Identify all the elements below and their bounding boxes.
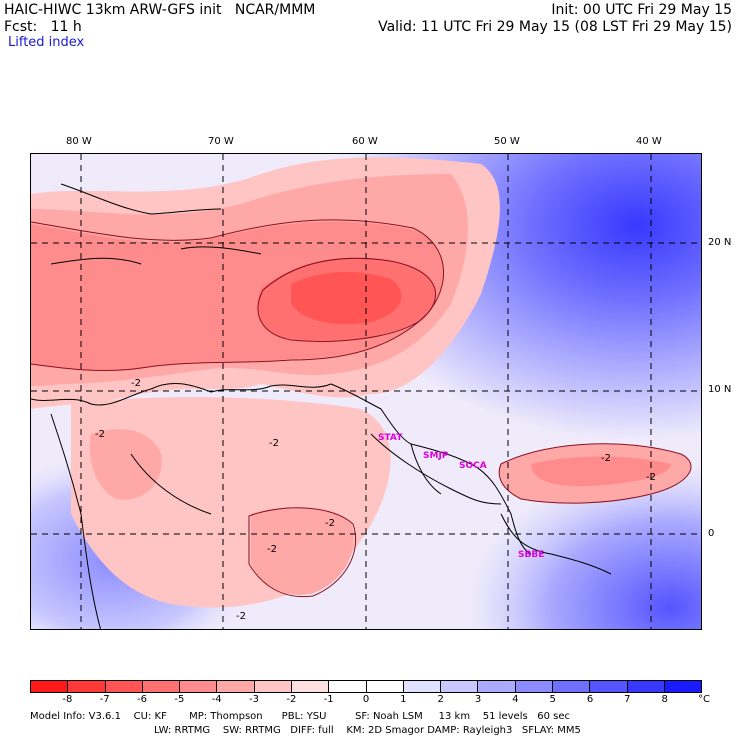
colorbar-swatch bbox=[477, 681, 515, 692]
station-soca: SOCA bbox=[459, 461, 487, 471]
contour-label: -2 bbox=[646, 472, 656, 483]
colorbar bbox=[30, 680, 702, 693]
colorbar-unit: °C bbox=[698, 694, 710, 705]
contour-label: -2 bbox=[601, 453, 611, 464]
lifted-index-map: -2 -2 -2 -2 -2 -2 -2 -2 bbox=[30, 153, 702, 630]
colorbar-swatch bbox=[290, 681, 329, 692]
colorbar-tick-label: 6 bbox=[586, 694, 594, 705]
colorbar-tick-label: -8 bbox=[62, 694, 73, 705]
colorbar-swatch bbox=[179, 681, 217, 692]
colorbar-tick-label: 7 bbox=[624, 694, 631, 705]
colorbar-tick-label: 5 bbox=[549, 694, 556, 705]
lon-label-50w: 50 W bbox=[494, 136, 520, 147]
colorbar-tick-label: 8 bbox=[661, 694, 668, 705]
colorbar-tick-label: -7 bbox=[99, 694, 110, 705]
station-sbbe: SBBE bbox=[518, 550, 545, 560]
colorbar-swatch bbox=[31, 681, 68, 692]
colorbar-tick-label: -4 bbox=[211, 694, 222, 705]
field-name: Lifted index bbox=[8, 35, 85, 50]
lat-label-0: 0 bbox=[708, 528, 715, 539]
colorbar-tick-label: -1 bbox=[323, 694, 334, 705]
init-time: Init: 00 UTC Fri 29 May 15 bbox=[551, 2, 732, 18]
forecast-hour: Fcst: 11 h bbox=[4, 19, 82, 35]
lat-label-10n: 10 N bbox=[708, 384, 732, 395]
colorbar-tick-label: 2 bbox=[437, 694, 444, 705]
contour-label: -2 bbox=[236, 611, 246, 622]
colorbar-swatch bbox=[514, 681, 552, 692]
colorbar-swatch bbox=[141, 681, 180, 692]
lon-label-70w: 70 W bbox=[208, 136, 234, 147]
colorbar-swatch bbox=[216, 681, 254, 692]
latlon-grid bbox=[31, 154, 701, 629]
lat-label-20n: 20 N bbox=[708, 237, 732, 248]
contour-label: -2 bbox=[267, 544, 277, 555]
colorbar-swatch bbox=[440, 681, 478, 692]
contour-label: -2 bbox=[95, 429, 105, 440]
valid-time: Valid: 11 UTC Fri 29 May 15 (08 LST Fri … bbox=[378, 19, 732, 35]
lon-label-80w: 80 W bbox=[66, 136, 92, 147]
lon-label-40w: 40 W bbox=[636, 136, 662, 147]
contours bbox=[31, 219, 692, 598]
colorbar-swatch bbox=[551, 681, 590, 692]
colorbar-tick-label: 4 bbox=[512, 694, 519, 705]
station-smjp: SMJP bbox=[423, 451, 449, 461]
contour-label: -2 bbox=[131, 378, 141, 389]
colorbar-swatch bbox=[67, 681, 105, 692]
colorbar-swatch bbox=[626, 681, 664, 692]
colorbar-swatch bbox=[253, 681, 291, 692]
colorbar-tick-label: 3 bbox=[474, 694, 482, 705]
contour-label: -2 bbox=[325, 518, 335, 529]
colorbar-tick-label: 1 bbox=[400, 694, 407, 705]
colorbar-swatch bbox=[104, 681, 142, 692]
station-stat: STAT bbox=[378, 433, 403, 443]
colorbar-tick-label: -2 bbox=[286, 694, 297, 705]
colorbar-swatch bbox=[589, 681, 627, 692]
map-field-svg: -2 -2 -2 -2 -2 -2 -2 -2 bbox=[31, 154, 701, 629]
colorbar-swatch bbox=[663, 681, 702, 692]
model-info-line2: LW: RRTMG SW: RRTMG DIFF: full KM: 2D Sm… bbox=[154, 725, 581, 736]
title-left: HAIC-HIWC 13km ARW-GFS init NCAR/MMM bbox=[4, 2, 316, 18]
lon-label-60w: 60 W bbox=[352, 136, 378, 147]
colorbar-tick-label: -3 bbox=[249, 694, 259, 705]
colorbar-tick-label: -5 bbox=[174, 694, 185, 705]
model-info-line1: Model Info: V3.6.1 CU: KF MP: Thompson P… bbox=[30, 711, 570, 722]
colorbar-swatch bbox=[402, 681, 441, 692]
colorbar-tick-label: -6 bbox=[137, 694, 147, 705]
colorbar-tick-label: 0 bbox=[362, 694, 370, 705]
coastlines bbox=[31, 183, 612, 629]
contour-label: -2 bbox=[269, 438, 279, 449]
colorbar-swatch bbox=[365, 681, 403, 692]
colorbar-swatch bbox=[328, 681, 366, 692]
